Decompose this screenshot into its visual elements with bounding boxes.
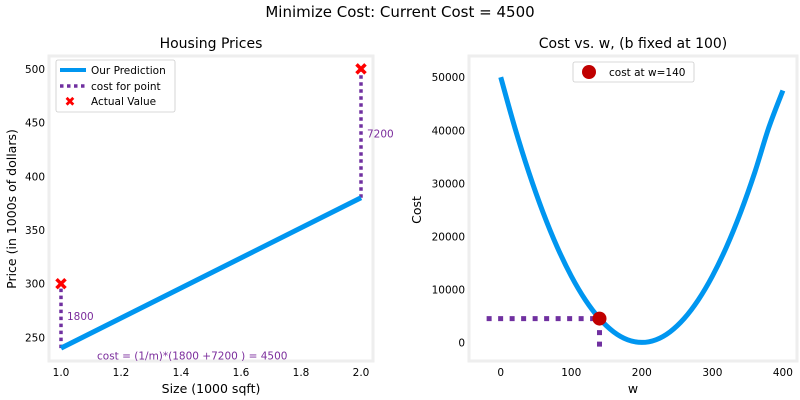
actual-value-marker bbox=[355, 63, 367, 75]
housing-prices-chart: Housing Prices Size (1000 sqft) Price (i… bbox=[4, 36, 394, 396]
cost-legend: cost at w=140 bbox=[572, 61, 695, 83]
figure-suptitle: Minimize Cost: Current Cost = 4500 bbox=[265, 3, 534, 21]
prediction-line bbox=[59, 195, 363, 351]
housing-y-tick-label: 350 bbox=[25, 225, 45, 237]
cost-y-ticks: 0 10000 20000 30000 40000 50000 bbox=[432, 72, 465, 349]
housing-x-tick-label: 1.2 bbox=[113, 367, 130, 379]
cost-curve-line bbox=[498, 76, 786, 345]
cost-x-tick-label: 0 bbox=[497, 367, 504, 379]
cost-segment-label: 7200 bbox=[367, 128, 394, 140]
housing-x-tick-label: 1.0 bbox=[53, 367, 70, 379]
legend-entry-actual: Actual Value bbox=[91, 96, 156, 108]
legend-entry-cost: cost for point bbox=[91, 81, 161, 93]
cost-y-tick-label: 0 bbox=[458, 337, 465, 349]
housing-y-tick-label: 250 bbox=[25, 332, 45, 344]
housing-x-axis-label: Size (1000 sqft) bbox=[162, 381, 261, 396]
cost-chart-title: Cost vs. w, (b fixed at 100) bbox=[539, 36, 728, 52]
cost-x-tick-label: 200 bbox=[632, 367, 652, 379]
housing-y-tick-label: 300 bbox=[25, 279, 45, 291]
housing-y-ticks: 250 300 350 400 450 500 bbox=[25, 64, 45, 344]
housing-x-tick-label: 1.4 bbox=[173, 367, 190, 379]
cost-x-tick-label: 100 bbox=[561, 367, 581, 379]
housing-marks: 1800 7200 cost = (1/m)*(1800 +7200 ) = 450… bbox=[55, 63, 394, 363]
cost-y-tick-label: 40000 bbox=[432, 125, 465, 137]
housing-legend-box bbox=[55, 59, 176, 113]
cost-y-tick-label: 10000 bbox=[432, 284, 465, 296]
cost-x-ticks: 0 100 200 300 400 bbox=[497, 367, 793, 379]
housing-y-tick-label: 400 bbox=[25, 171, 45, 183]
housing-y-tick-label: 500 bbox=[25, 64, 45, 76]
cost-x-tick-label: 400 bbox=[773, 367, 793, 379]
actual-value-marker bbox=[55, 277, 67, 290]
cost-vs-w-chart: Cost vs. w, (b fixed at 100) w Cost 0 100… bbox=[409, 36, 799, 396]
cost-y-tick-label: 30000 bbox=[432, 178, 465, 190]
housing-x-tick-label: 2.0 bbox=[353, 367, 370, 379]
housing-legend: Our Prediction cost for point ✖ Actual V… bbox=[55, 59, 176, 113]
housing-x-ticks: 1.0 1.2 1.4 1.6 1.8 2.0 bbox=[53, 367, 370, 379]
cost-y-tick-label: 20000 bbox=[432, 231, 465, 243]
housing-y-axis-label: Price (in 1000s of dollars) bbox=[4, 129, 19, 289]
legend-entry-prediction: Our Prediction bbox=[91, 65, 166, 77]
legend-swatch-actual-icon: ✖ bbox=[65, 95, 76, 110]
cost-x-tick-label: 300 bbox=[702, 367, 722, 379]
cost-formula-text: cost = (1/m)*(1800 +7200 ) = 4500 bbox=[97, 351, 287, 363]
housing-x-tick-label: 1.8 bbox=[293, 367, 310, 379]
cost-chart-frame bbox=[467, 54, 799, 363]
housing-chart-title: Housing Prices bbox=[160, 36, 263, 52]
current-cost-point bbox=[592, 311, 607, 326]
cost-x-axis-label: w bbox=[628, 381, 638, 396]
cost-y-axis-label: Cost bbox=[409, 196, 424, 224]
legend-swatch-current-cost bbox=[582, 65, 596, 79]
housing-chart-frame bbox=[47, 54, 375, 363]
housing-y-tick-label: 450 bbox=[25, 118, 45, 130]
cost-marks bbox=[486, 76, 786, 354]
cost-legend-box bbox=[572, 61, 695, 83]
legend-entry-current-cost: cost at w=140 bbox=[609, 67, 685, 79]
housing-x-tick-label: 1.6 bbox=[233, 367, 250, 379]
cost-y-tick-label: 50000 bbox=[432, 72, 465, 84]
cost-segment-label: 1800 bbox=[67, 311, 94, 323]
